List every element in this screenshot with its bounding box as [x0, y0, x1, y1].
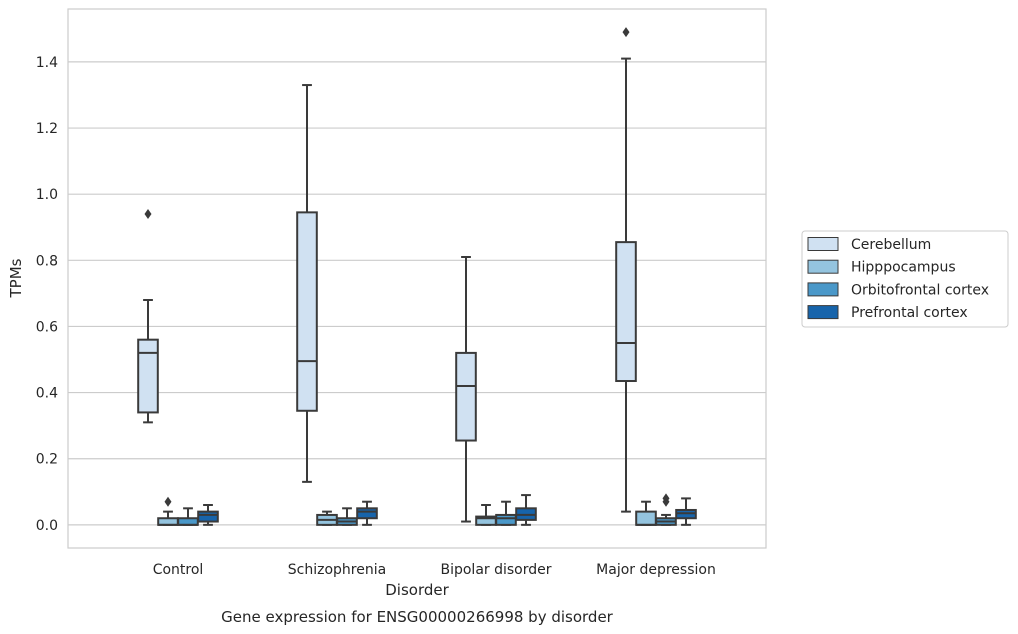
legend-label: Prefrontal cortex	[851, 305, 968, 321]
legend-frame	[801, 230, 1009, 328]
box-cerebellum	[137, 209, 159, 424]
x-tick-label: Schizophrenia	[288, 562, 386, 578]
box-prefrontal-cortex	[197, 504, 219, 526]
y-tick-label: 0.0	[36, 518, 58, 534]
x-tick-labels: Control Schizophrenia Bipolar disorder Majo…	[153, 562, 716, 578]
box-prefrontal-cortex	[356, 500, 378, 526]
outlier-point	[662, 493, 670, 504]
x-tick-label: Control	[153, 562, 204, 578]
box-prefrontal-cortex	[515, 494, 537, 526]
x-tick-label: Major depression	[596, 562, 716, 578]
y-tick-label: 0.6	[36, 319, 58, 335]
box-orbitofrontal-cortex	[336, 507, 358, 526]
grid-lines	[68, 61, 766, 526]
legend-swatch	[807, 237, 839, 251]
box-prefrontal-cortex	[675, 497, 697, 526]
box-body	[455, 351, 477, 442]
legend-label: Hipppocampus	[851, 260, 956, 276]
box-body	[137, 338, 159, 414]
legend-label: Orbitofrontal cortex	[851, 282, 989, 298]
box-body	[635, 510, 657, 526]
y-tick-label: 0.2	[36, 452, 58, 468]
box-body	[615, 241, 637, 383]
y-tick-label: 1.0	[36, 187, 58, 203]
y-tick-labels: 0.0 0.2 0.4 0.6 0.8 1.0 1.2 1.4	[36, 55, 58, 534]
box-cerebellum	[615, 27, 637, 513]
outlier-point	[144, 209, 152, 220]
y-tick-label: 0.4	[36, 386, 58, 402]
y-tick-label: 1.2	[36, 121, 58, 137]
box-series	[137, 27, 697, 526]
outlier-point	[164, 496, 172, 507]
box-body	[495, 513, 517, 526]
legend-swatch	[807, 282, 839, 297]
plot-frame	[67, 8, 767, 549]
box-body	[296, 211, 318, 412]
legend-swatch	[807, 305, 839, 320]
legend-label: Cerebellum	[851, 237, 931, 253]
box-cerebellum	[296, 84, 318, 483]
y-axis-label: TPMs	[7, 258, 25, 298]
box-orbitofrontal-cortex	[655, 493, 677, 526]
box-hipppocampus	[635, 500, 657, 526]
legend: Cerebellum Hipppocampus Orbitofrontal cort…	[801, 230, 1009, 328]
box-body	[356, 507, 378, 520]
chart-caption: Gene expression for ENSG00000266998 by d…	[221, 608, 614, 626]
box-cerebellum	[455, 256, 477, 523]
plot-background	[68, 9, 766, 548]
y-tick-label: 1.4	[36, 55, 58, 71]
legend-swatch	[807, 259, 839, 274]
x-axis-label: Disorder	[385, 581, 449, 599]
box-body	[197, 510, 219, 523]
box-hipppocampus	[157, 496, 179, 526]
x-tick-label: Bipolar disorder	[440, 562, 551, 578]
outlier-point	[622, 27, 630, 38]
y-tick-label: 0.8	[36, 253, 58, 269]
